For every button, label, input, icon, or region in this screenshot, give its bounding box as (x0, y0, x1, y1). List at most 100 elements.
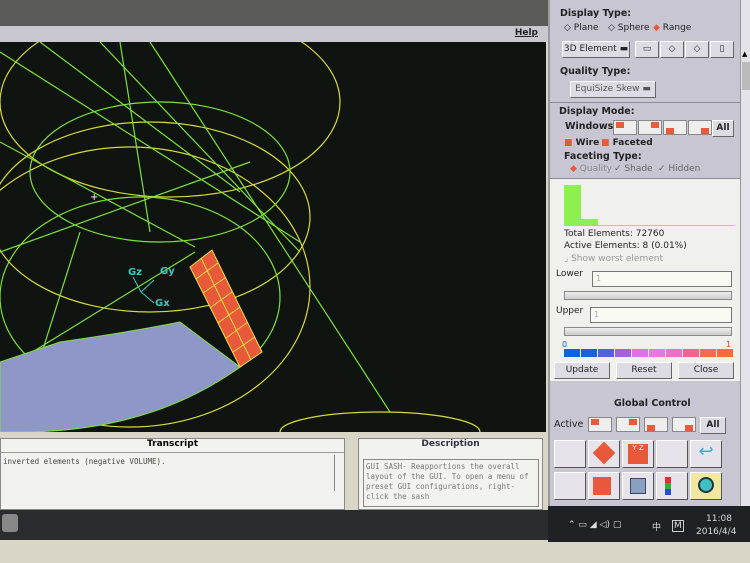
fit-window-icon[interactable] (554, 440, 586, 468)
divider (550, 102, 740, 103)
faceted-checkbox[interactable]: ■ Faceted (601, 138, 653, 148)
transparency-icon[interactable] (622, 472, 654, 500)
quality-type-select[interactable]: EquiSize Skew ▬ (570, 81, 656, 98)
upper-slider[interactable] (564, 327, 732, 336)
show-worst-checkbox[interactable]: ⌟ Show worst element (564, 254, 663, 264)
checkbox-label: Show worst element (571, 254, 663, 264)
tray-icons[interactable]: ⌃ ▭ ◢ ◁) ▢ (568, 520, 622, 530)
all-windows-button[interactable]: All (712, 120, 734, 137)
colors-icon[interactable] (656, 472, 688, 500)
global-control-label: Global Control (614, 398, 691, 409)
wire-checkbox[interactable]: ■ Wire (564, 138, 600, 148)
probe-icon[interactable] (690, 472, 722, 500)
radio-label: Range (662, 23, 692, 33)
element-type-select[interactable]: 3D Element ▬ (562, 41, 630, 58)
windows-layout-icon[interactable] (588, 472, 620, 500)
window-1-button[interactable] (613, 120, 637, 135)
axis-label-y: Gy (160, 266, 175, 277)
clock-date[interactable]: 2016/4/4 (696, 527, 737, 537)
radio-hidden[interactable]: ✓ Hidden (658, 164, 701, 174)
display-mode-label: Display Mode: (559, 106, 635, 117)
active-elements: Active Elements: 8 (0.01%) (564, 241, 687, 251)
ime-indicator[interactable]: 中 (652, 523, 662, 533)
menu-bar: Help (0, 26, 548, 42)
quality-type-label: Quality Type: (560, 66, 631, 77)
total-elements: Total Elements: 72760 (564, 229, 665, 239)
divider (550, 178, 740, 179)
upper-input[interactable]: 1 (590, 307, 732, 323)
radio-label: Hidden (668, 164, 701, 174)
pyramid-element-icon[interactable]: ◇ (660, 41, 684, 58)
active-all-button[interactable]: All (700, 417, 726, 434)
taskbar (0, 510, 548, 540)
axis-label-x: Gx (155, 298, 170, 309)
checkbox-label: Wire (575, 138, 600, 148)
color-scale-swatch (598, 349, 614, 357)
cursor-marker: + (90, 192, 98, 203)
axis-label-z: Gz (128, 267, 142, 278)
active-window-3[interactable] (644, 417, 668, 432)
active-label: Active (554, 419, 584, 430)
axis-triad (132, 276, 155, 304)
ime-mode[interactable]: M (672, 520, 684, 532)
window-2-button[interactable] (638, 120, 662, 135)
checkbox-label: Faceted (612, 138, 653, 148)
active-window-4[interactable] (672, 417, 696, 432)
radio-range[interactable]: ◆ Range (653, 23, 692, 33)
description-text: GUI SASH- Reapportions the overall layou… (363, 459, 539, 507)
scale-max: 1 (726, 340, 732, 349)
radio-shade[interactable]: ✓ Shade (614, 164, 653, 174)
window-4-button[interactable] (688, 120, 712, 135)
shaded-face (0, 321, 241, 432)
color-scale-swatch (615, 349, 631, 357)
lower-input[interactable]: 1 (592, 271, 732, 287)
examine-mesh-panel: Display Type: ◇ Plane ◇ Sphere ◆ Range 3… (548, 0, 740, 506)
axes-icon[interactable] (554, 472, 586, 500)
radio-label: Shade (624, 164, 653, 174)
help-menu[interactable]: Help (514, 28, 538, 38)
close-button[interactable]: Close (678, 362, 734, 379)
color-scale-swatch (564, 349, 580, 357)
lower-slider[interactable] (564, 291, 732, 300)
description-title: Description (421, 439, 480, 449)
active-window-1[interactable] (588, 417, 612, 432)
tet-element-icon[interactable]: ◇ (685, 41, 709, 58)
scale-min: 0 (562, 340, 568, 349)
radio-label: Quality (579, 164, 612, 174)
histogram-bar (564, 219, 598, 225)
update-button[interactable]: Update (554, 362, 610, 379)
window-3-button[interactable] (663, 120, 687, 135)
active-window-2[interactable] (616, 417, 640, 432)
select-value: 3D Element (563, 44, 617, 54)
windows-label: Windows (565, 121, 614, 132)
start-app-icon[interactable] (2, 514, 18, 532)
panel-scrollbar[interactable]: ▲ (740, 0, 750, 506)
graphics-viewport[interactable]: + Gz Gy Gx (0, 42, 546, 432)
color-scale-swatch (683, 349, 699, 357)
hex-element-icon[interactable]: ▭ (635, 41, 659, 58)
display-options-icon[interactable] (588, 440, 620, 468)
radio-label: Sphere (617, 23, 650, 33)
clock-time[interactable]: 11:08 (706, 514, 732, 524)
color-scale-swatch (581, 349, 597, 357)
views-icon[interactable]: Y Z (622, 440, 654, 468)
active-elements (189, 249, 263, 368)
radio-quality[interactable]: ◆ Quality (570, 164, 612, 174)
radio-label: Plane (573, 23, 599, 33)
color-scale-swatch (700, 349, 716, 357)
transcript-scrollbar[interactable] (334, 455, 344, 491)
radio-sphere[interactable]: ◇ Sphere (608, 23, 650, 33)
select-value: EquiSize Skew (575, 84, 640, 94)
reset-button[interactable]: Reset (616, 362, 672, 379)
mesh-wireframe: + Gz Gy Gx (0, 42, 481, 432)
lower-label: Lower (556, 269, 583, 279)
display-type-label: Display Type: (560, 8, 632, 19)
wedge-element-icon[interactable]: ▯ (710, 41, 734, 58)
transcript-text: inverted elements (negative VOLUME). (3, 457, 166, 466)
lights-icon[interactable] (656, 440, 688, 468)
transcript-title: Transcript (1, 439, 344, 453)
system-tray: ⌃ ▭ ◢ ◁) ▢ 中 M 11:08 2016/4/4 (548, 506, 750, 542)
radio-plane[interactable]: ◇ Plane (564, 23, 599, 33)
undo-icon[interactable]: ↩ (690, 440, 722, 468)
histogram-axis (564, 225, 734, 226)
